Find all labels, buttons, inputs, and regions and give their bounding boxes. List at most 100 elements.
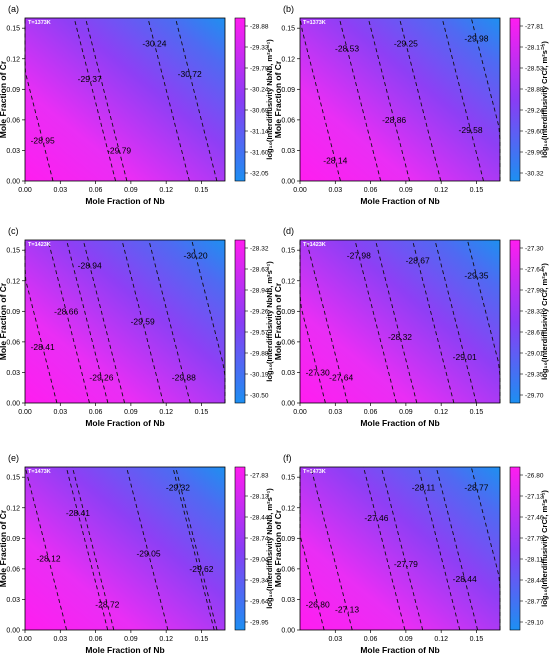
y-tick-label: 0.12 <box>281 505 295 512</box>
colorbar-tick-label: -30.32 <box>525 171 544 178</box>
contour-label: -27.46 <box>364 513 388 523</box>
y-tick-label: 0.03 <box>6 597 20 604</box>
contour-line <box>71 466 115 631</box>
y-axis-label: Mole Fraction of Cr <box>0 282 8 360</box>
x-tick-label: 0.12 <box>434 409 448 416</box>
x-tick-label: 0.03 <box>53 636 67 643</box>
colorbar-tick-label: -28.17 <box>525 45 544 52</box>
y-tick-label: 0.00 <box>6 179 20 186</box>
contour-line <box>434 239 477 404</box>
colorbar-tick-label: -28.53 <box>525 66 544 73</box>
y-tick-label: 0.09 <box>6 87 20 94</box>
contour-label: -29.05 <box>136 549 160 559</box>
contour-line <box>175 466 218 631</box>
contour-label: -28.77 <box>464 482 488 492</box>
colorbar-tick-label: -28.44 <box>250 515 269 522</box>
contour-line <box>299 240 326 404</box>
colorbar-tick-label: -28.77 <box>525 599 544 606</box>
panel: -26.80 -27.13 -27.46 -27.79 -28.11 -28.44 -28.… <box>273 453 549 655</box>
plot-frame <box>299 239 501 404</box>
contour-label: -29.26 <box>89 373 113 383</box>
contour-label: -29.79 <box>107 145 131 155</box>
y-tick-label: 0.00 <box>6 401 20 408</box>
colorbar-tick-label: -27.30 <box>525 246 544 253</box>
x-tick-label: 0.09 <box>399 187 413 194</box>
x-tick-label: 0.00 <box>18 187 32 194</box>
colorbar-tick-label: -29.70 <box>525 393 544 400</box>
y-tick-label: 0.03 <box>281 597 295 604</box>
y-tick-label: 0.15 <box>281 26 295 33</box>
panel-label: (c) <box>8 226 19 236</box>
contour-line <box>47 239 90 404</box>
temperature-label: T=1473K <box>303 469 326 475</box>
contour-label: -29.01 <box>453 352 477 362</box>
colorbar-tick-label: -28.13 <box>250 494 269 501</box>
plot-frame <box>24 17 226 182</box>
colorbar-tick-label: -29.57 <box>250 330 269 337</box>
colorbar-tick-label: -27.46 <box>525 515 544 522</box>
colorbar <box>509 466 521 631</box>
colorbar-tick-label: -29.01 <box>525 351 544 358</box>
contour-label: -28.66 <box>54 306 78 316</box>
x-tick-label: 0.00 <box>293 409 307 416</box>
x-tick-label: 0.03 <box>328 409 342 416</box>
x-tick-label: 0.15 <box>195 636 209 643</box>
heatmap-field <box>25 467 225 630</box>
colorbar-tick-label: -28.63 <box>250 267 269 274</box>
contour-label: -29.88 <box>172 373 196 383</box>
x-tick-label: 0.12 <box>159 409 173 416</box>
contour-line <box>121 239 164 404</box>
colorbar-tick-label: -26.80 <box>525 473 544 480</box>
y-tick-label: 0.15 <box>6 475 20 482</box>
x-tick-label: 0.00 <box>18 409 32 416</box>
x-tick-label: 0.00 <box>18 636 32 643</box>
y-tick-label: 0.09 <box>6 536 20 543</box>
contour-line <box>380 466 424 631</box>
x-tick-label: 0.06 <box>364 187 378 194</box>
contour-label: -28.95 <box>31 135 55 145</box>
x-tick-label: 0.12 <box>434 636 448 643</box>
heatmap-field <box>300 467 500 630</box>
colorbar-tick-label: -30.69 <box>250 108 269 115</box>
colorbar-tick-label: -29.60 <box>525 129 544 136</box>
x-tick-label: 0.15 <box>470 636 484 643</box>
panel-label: (e) <box>8 453 19 463</box>
y-tick-label: 0.03 <box>6 148 20 155</box>
contour-label: -28.86 <box>382 115 406 125</box>
panel: -28.12 -28.41 -28.72 -29.05 -29.32 -29.62 T=14… <box>0 453 274 655</box>
contour-line <box>299 17 341 182</box>
contour-line <box>24 466 68 631</box>
x-axis-label: Mole Fraction of Nb <box>360 645 439 655</box>
contour-line <box>66 239 109 404</box>
colorbar-label: log₁₀(Interdiffusivity NbNb, m²s⁻¹) <box>265 39 274 160</box>
y-tick-label: 0.09 <box>281 309 295 316</box>
y-tick-label: 0.12 <box>281 56 295 63</box>
colorbar-tick-label: -29.33 <box>250 45 269 52</box>
contour-label: -29.62 <box>189 564 213 574</box>
colorbar-tick-label: -28.11 <box>525 557 543 564</box>
x-tick-label: 0.06 <box>89 636 103 643</box>
colorbar-tick-label: -29.10 <box>525 620 544 627</box>
colorbar-tick-label: -28.32 <box>525 309 544 316</box>
y-tick-label: 0.00 <box>281 628 295 635</box>
colorbar-tick-label: -31.14 <box>250 129 269 136</box>
colorbar-tick-label: -27.64 <box>525 267 544 274</box>
colorbar <box>234 239 246 404</box>
colorbar-tick-label: -29.26 <box>250 309 269 316</box>
contour-label: -28.67 <box>406 255 430 265</box>
plot-frame <box>24 239 226 404</box>
panel-label: (b) <box>283 4 294 14</box>
x-tick-label: 0.06 <box>364 409 378 416</box>
contour-label: -28.32 <box>388 332 412 342</box>
plot-frame <box>24 466 226 631</box>
colorbar-tick-label: -30.50 <box>250 393 269 400</box>
y-tick-label: 0.03 <box>281 370 295 377</box>
colorbar-tick-label: -27.98 <box>525 288 544 295</box>
colorbar-tick-label: -30.24 <box>250 87 269 94</box>
contour-label: -28.94 <box>78 260 102 270</box>
contour-line <box>417 466 461 631</box>
contour-line <box>65 466 109 631</box>
y-tick-label: 0.12 <box>6 278 20 285</box>
contour-label: -28.72 <box>95 600 119 610</box>
colorbar-label: log₁₀(Interdiffusivity CrCr, m²s⁻¹) <box>540 490 549 607</box>
